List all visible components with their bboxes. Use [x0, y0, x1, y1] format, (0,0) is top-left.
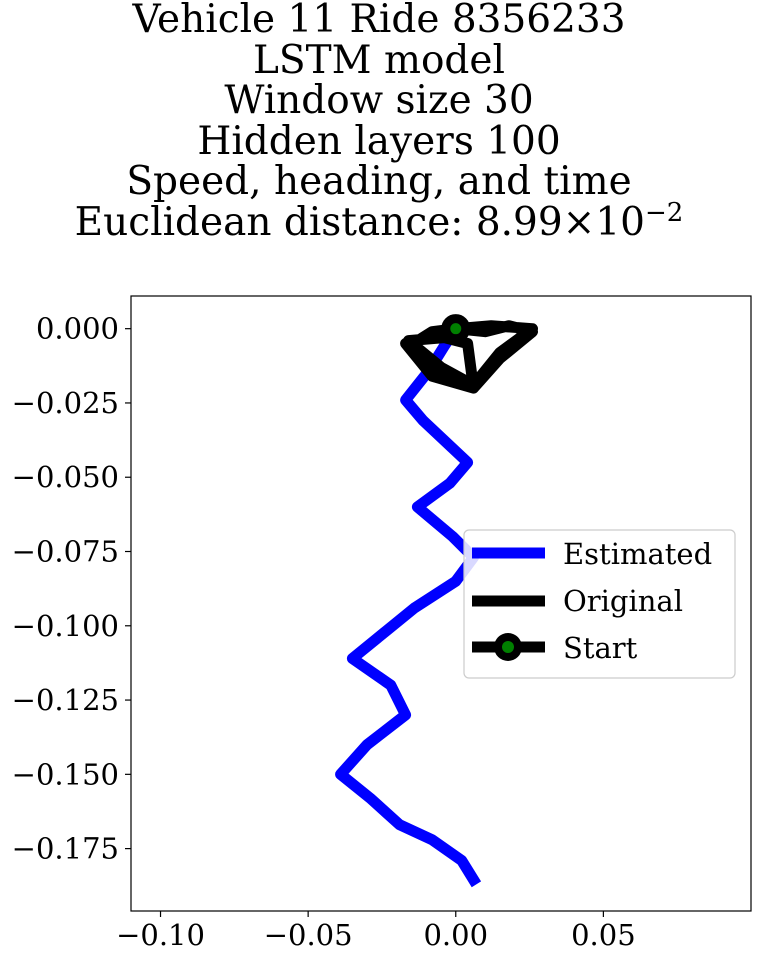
title-line-5: Speed, heading, and time	[126, 159, 632, 204]
chart-title: Vehicle 11 Ride 8356233 LSTM model Windo…	[0, 0, 758, 243]
x-tick-label: 0.05	[571, 918, 636, 952]
legend-estimated-label: Estimated	[563, 537, 712, 571]
distance-base: 10	[595, 199, 645, 245]
distance-mantissa: 8.99	[475, 199, 563, 245]
y-tick-label: −0.050	[12, 460, 119, 494]
distance-exponent: −2	[644, 197, 684, 228]
y-tick-label: −0.025	[12, 386, 119, 420]
title-line-2: LSTM model	[253, 37, 505, 83]
y-tick-label: −0.175	[12, 832, 119, 866]
distance-label: Euclidean distance:	[74, 199, 476, 245]
y-tick-label: −0.075	[12, 535, 119, 569]
title-line-6: Euclidean distance: 8.99×10−2	[0, 199, 758, 245]
axes-frame	[130, 295, 752, 912]
legend-box	[463, 529, 736, 679]
y-axis: 0.000 −0.025 −0.050 −0.075 −0.100 −0.125 −0.15…	[12, 312, 131, 866]
y-tick-label: −0.125	[12, 683, 119, 717]
estimated-series-line	[335, 325, 482, 888]
y-tick-label: −0.100	[12, 609, 119, 643]
legend-original-label: Original	[563, 584, 683, 618]
legend: Estimated Original Start	[463, 529, 736, 679]
series-layer	[335, 314, 538, 888]
title-line-1: Vehicle 11 Ride 8356233	[132, 0, 626, 42]
y-tick-label: −0.150	[12, 757, 119, 791]
title-line-3: Window size 30	[224, 78, 534, 123]
y-tick-label: 0.000	[36, 312, 119, 346]
x-axis: −0.10 −0.05 0.00 0.05	[116, 911, 636, 952]
original-series-line	[400, 320, 538, 394]
distance-times: ×	[562, 199, 596, 245]
legend-start-label: Start	[563, 631, 638, 665]
title-line-4: Hidden layers 100	[197, 118, 561, 164]
x-tick-label: 0.00	[423, 918, 488, 952]
x-tick-label: −0.10	[116, 918, 205, 952]
start-point-marker	[441, 314, 471, 344]
legend-start-marker-dot	[502, 641, 514, 653]
x-tick-label: −0.05	[264, 918, 353, 952]
